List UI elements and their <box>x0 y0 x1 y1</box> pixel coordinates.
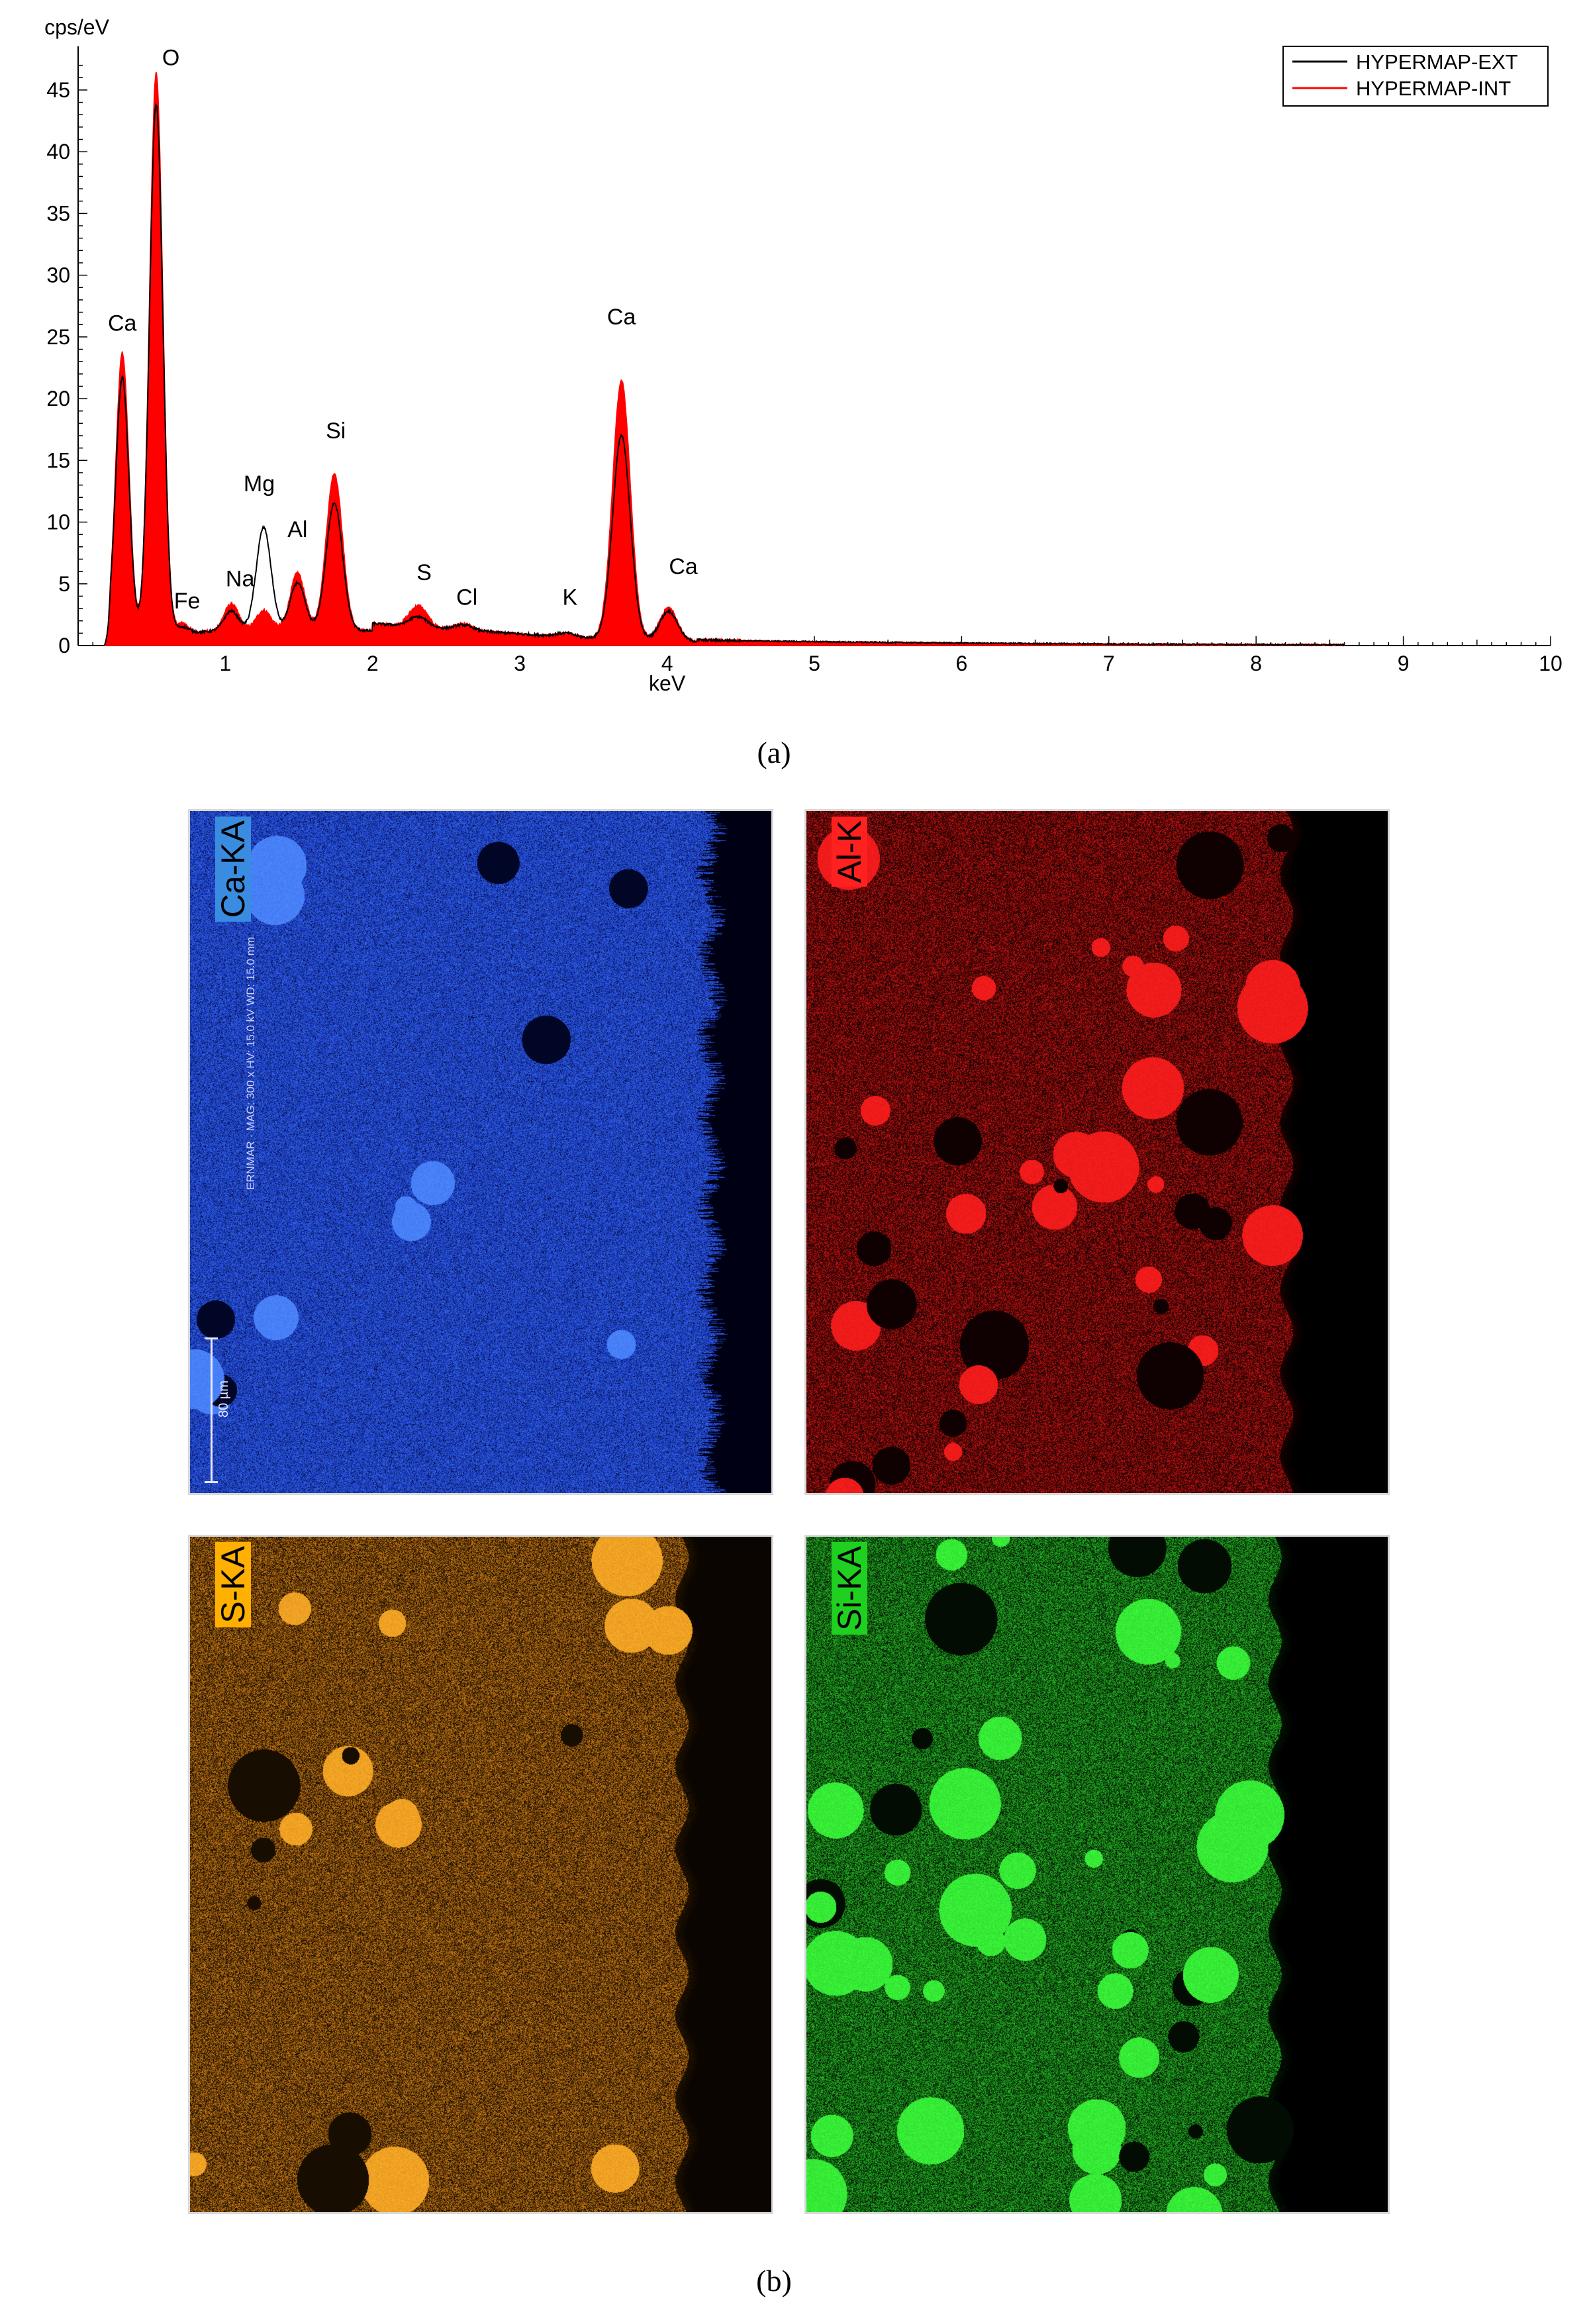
y-tick-label: 30 <box>46 264 70 287</box>
si-map-tag: Si-KA <box>831 1542 868 1635</box>
y-tick-label: 0 <box>58 634 70 657</box>
instrument-meta-text: ERNMAR · MAG: 300 x HV: 15.0 kV WD: 15.0… <box>244 937 257 1190</box>
y-tick-label: 45 <box>46 78 70 102</box>
y-tick-label: 35 <box>46 201 70 225</box>
ca-map-image <box>190 811 771 1493</box>
chart-legend: HYPERMAP-EXT HYPERMAP-INT <box>1282 46 1549 107</box>
element-map-s: S-KA <box>188 1535 773 2214</box>
figure-label-a: (a) <box>757 736 791 769</box>
x-tick-label: 3 <box>514 652 526 675</box>
s-map-image <box>190 1537 771 2212</box>
x-tick-label: 6 <box>956 652 968 675</box>
peak-label: Ca <box>108 311 137 336</box>
peak-label: Ca <box>669 554 698 579</box>
peak-label: Mg <box>244 471 275 497</box>
ca-map-label: Ca-KA <box>215 820 252 918</box>
peak-label: Na <box>226 567 255 592</box>
element-map-ca: Ca-KA ERNMAR · MAG: 300 x HV: 15.0 kV WD… <box>188 809 773 1495</box>
peak-label: O <box>162 46 179 71</box>
si-map-label: Si-KA <box>831 1546 868 1631</box>
peak-label: Fe <box>174 589 201 614</box>
element-map-al: Al-K <box>804 809 1390 1495</box>
peak-label: Cl <box>456 585 477 610</box>
element-map-si: Si-KA <box>804 1535 1390 2214</box>
y-tick-label: 10 <box>46 510 70 534</box>
x-axis-label: keV <box>649 671 686 695</box>
peak-label: K <box>562 585 577 610</box>
y-axis-unit-label: cps/eV <box>44 15 109 39</box>
x-tick-label: 8 <box>1250 652 1262 675</box>
figure-label-b: (b) <box>756 2264 792 2298</box>
s-map-tag: S-KA <box>215 1542 252 1627</box>
legend-entry: HYPERMAP-EXT <box>1356 50 1518 73</box>
peak-label: Si <box>326 418 346 444</box>
scale-bar-label: 80 µm <box>216 1380 231 1418</box>
ca-map-tag: Ca-KA <box>215 816 252 922</box>
peak-label: Al <box>287 517 307 542</box>
peak-label: Ca <box>607 305 636 330</box>
x-tick-label: 5 <box>808 652 820 675</box>
al-map-tag: Al-K <box>831 816 868 887</box>
legend-box <box>1282 46 1549 107</box>
si-map-image <box>806 1537 1388 2212</box>
x-tick-label: 2 <box>367 652 379 675</box>
chart-series <box>104 72 1345 647</box>
series-hypermap-int <box>104 72 1345 647</box>
peak-label: S <box>416 560 432 585</box>
x-tick-label: 7 <box>1103 652 1115 675</box>
y-tick-label: 25 <box>46 325 70 349</box>
x-tick-label: 4 <box>661 652 673 675</box>
series-hypermap-ext <box>104 103 1345 647</box>
legend-entry: HYPERMAP-INT <box>1356 77 1511 100</box>
al-map-label: Al-K <box>831 820 868 883</box>
x-tick-label: 10 <box>1539 652 1563 675</box>
y-tick-label: 20 <box>46 387 70 411</box>
x-tick-label: 9 <box>1398 652 1410 675</box>
y-tick-label: 5 <box>58 572 70 596</box>
y-tick-label: 15 <box>46 448 70 472</box>
al-map-image <box>806 811 1388 1493</box>
x-tick-label: 1 <box>220 652 232 675</box>
s-map-label: S-KA <box>215 1546 252 1623</box>
peak-labels: Ca O Fe Na Mg Al Si S Cl K Ca Ca <box>108 46 698 614</box>
y-tick-label: 40 <box>46 140 70 164</box>
scale-bar <box>205 1337 218 1483</box>
